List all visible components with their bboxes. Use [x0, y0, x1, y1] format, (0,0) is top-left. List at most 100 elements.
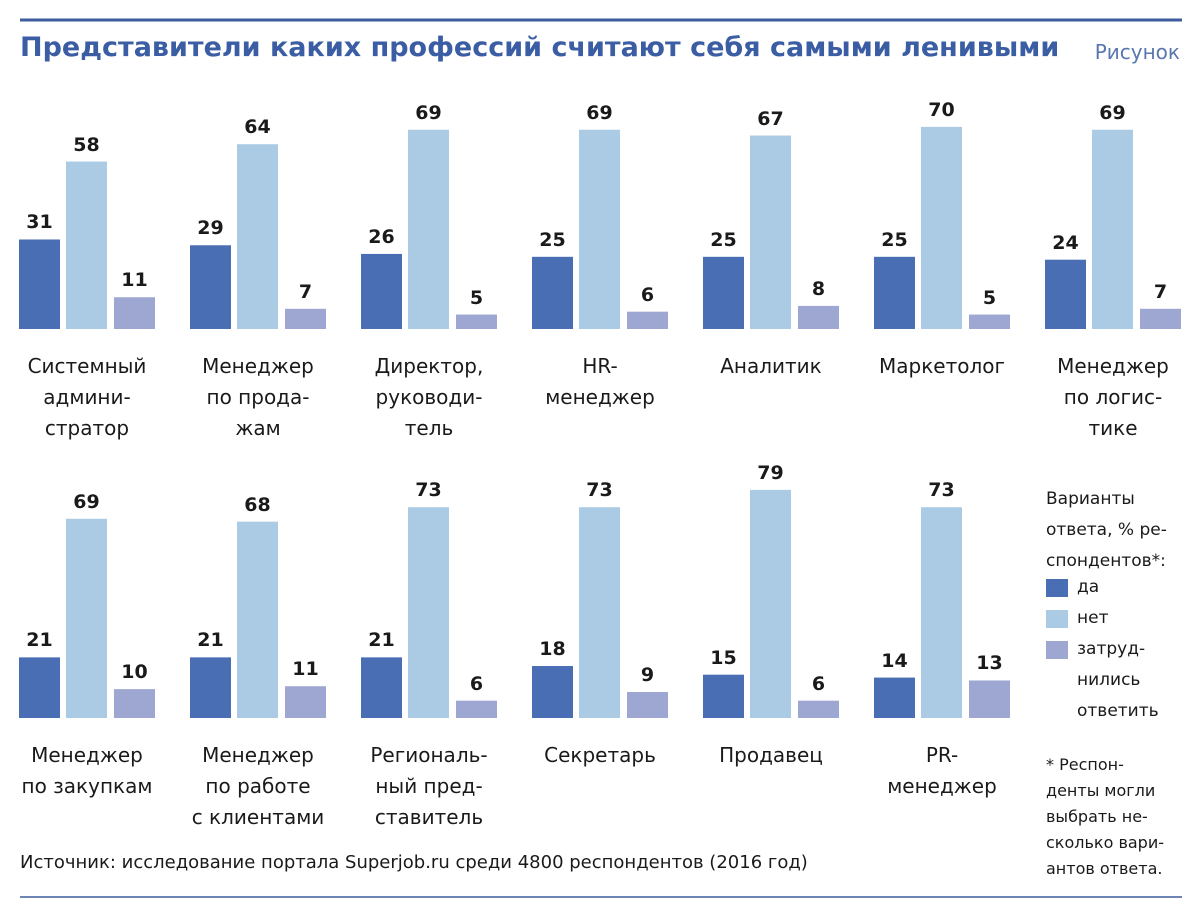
- bar: [750, 135, 791, 329]
- footnote: * Респон- денты могли выбрать не- скольк…: [1046, 755, 1165, 878]
- value-label: 24: [1052, 231, 1079, 254]
- bar: [627, 692, 668, 718]
- chart-title: Представители каких профессий считают се…: [20, 32, 1060, 63]
- legend-label: да: [1077, 577, 1100, 597]
- bar: [1045, 259, 1086, 329]
- category-label: Продавец: [719, 743, 823, 767]
- source: Источник: исследование портала Superjob.…: [20, 852, 808, 873]
- category-label: Менеджер по логис- тике: [1057, 354, 1169, 440]
- bar: [285, 686, 326, 718]
- legend-swatch: [1046, 641, 1068, 659]
- bar: [1092, 129, 1133, 329]
- value-label: 7: [1153, 280, 1168, 303]
- value-label: 31: [26, 211, 53, 234]
- bar: [19, 239, 60, 329]
- bar: [703, 674, 744, 718]
- value-label: 64: [244, 116, 271, 139]
- bar: [1140, 308, 1181, 329]
- value-label: 79: [757, 461, 784, 484]
- value-label: 8: [811, 277, 826, 300]
- value-label: 13: [976, 652, 1003, 675]
- value-label: 15: [710, 646, 737, 669]
- bar: [66, 518, 107, 718]
- bar: [969, 680, 1010, 718]
- value-label: 5: [469, 286, 484, 309]
- bar: [874, 256, 915, 329]
- category-label: PR- менеджер: [887, 743, 997, 798]
- value-label: 69: [73, 490, 100, 513]
- value-label: 73: [928, 479, 955, 502]
- legend-swatch: [1046, 579, 1068, 597]
- category-label: Менеджер по закупкам: [21, 743, 153, 798]
- value-label: 26: [368, 225, 395, 248]
- value-label: 9: [640, 664, 655, 686]
- bar: [237, 144, 278, 329]
- value-label: 6: [469, 672, 484, 695]
- value-label: 70: [928, 98, 955, 121]
- category-label: Аналитик: [720, 354, 822, 378]
- bar: [579, 507, 620, 718]
- value-label: 6: [811, 672, 826, 695]
- figure-label: Рисунок: [1094, 40, 1180, 64]
- legend-title: Варианты ответа, % ре- спондентов*:: [1046, 489, 1167, 571]
- category-label: Секретарь: [544, 743, 656, 767]
- bar: [66, 161, 107, 329]
- category-label: HR- менеджер: [545, 354, 655, 409]
- value-label: 21: [368, 629, 395, 652]
- value-label: 69: [586, 101, 613, 124]
- bar: [361, 253, 402, 329]
- bar: [361, 657, 402, 718]
- category-label: Системный админи- стратор: [27, 354, 147, 440]
- value-label: 58: [73, 133, 100, 156]
- value-label: 69: [415, 101, 442, 124]
- value-label: 25: [539, 228, 566, 251]
- value-label: 67: [757, 107, 784, 130]
- bar: [114, 689, 155, 718]
- value-label: 18: [539, 638, 566, 661]
- bar: [408, 129, 449, 329]
- value-label: 25: [881, 228, 908, 251]
- value-label: 7: [298, 280, 313, 303]
- value-label: 5: [982, 286, 997, 309]
- bar: [750, 489, 791, 718]
- bar: [532, 256, 573, 329]
- legend-swatch: [1046, 610, 1068, 628]
- bar: [969, 314, 1010, 329]
- bar: [579, 129, 620, 329]
- category-label: Менеджер по прода- жам: [202, 354, 314, 440]
- value-label: 69: [1099, 101, 1126, 124]
- value-label: 10: [121, 661, 148, 684]
- bar: [408, 507, 449, 718]
- bar: [921, 507, 962, 718]
- category-label: Директор, руководи- тель: [374, 354, 484, 440]
- bar: [190, 657, 231, 718]
- bar: [237, 521, 278, 718]
- value-label: 14: [881, 649, 908, 672]
- legend-label: затруд- нились ответить: [1077, 639, 1159, 721]
- category-label: Маркетолог: [878, 354, 1005, 378]
- bar: [532, 666, 573, 718]
- legend-label: нет: [1077, 608, 1109, 628]
- value-label: 73: [415, 479, 442, 502]
- value-label: 11: [121, 269, 148, 292]
- bar: [921, 126, 962, 329]
- category-label: Менеджер по работе с клиентами: [191, 743, 325, 829]
- value-label: 73: [586, 479, 613, 502]
- value-label: 6: [640, 283, 655, 306]
- bar: [627, 311, 668, 329]
- bar: [798, 305, 839, 329]
- bar: [456, 314, 497, 329]
- value-label: 25: [710, 228, 737, 251]
- bar: [285, 308, 326, 329]
- value-label: 68: [244, 493, 271, 516]
- bar: [798, 700, 839, 718]
- bar: [456, 700, 497, 718]
- bar: [114, 297, 155, 329]
- value-label: 21: [26, 629, 53, 652]
- bar: [19, 657, 60, 718]
- bar: [190, 245, 231, 329]
- bar: [874, 677, 915, 718]
- category-label: Региональ- ный пред- ставитель: [370, 743, 488, 829]
